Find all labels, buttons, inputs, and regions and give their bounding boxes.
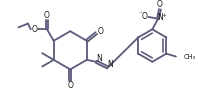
Text: N: N: [157, 13, 163, 22]
Text: +: +: [161, 12, 166, 18]
Text: O: O: [97, 27, 103, 36]
Text: O: O: [32, 25, 38, 34]
Text: O: O: [44, 10, 50, 20]
Text: O: O: [67, 81, 73, 90]
Text: ⁻: ⁻: [139, 11, 143, 17]
Text: O: O: [142, 12, 148, 21]
Text: N: N: [96, 54, 102, 63]
Text: N: N: [108, 60, 113, 69]
Text: O: O: [157, 0, 163, 9]
Text: CH₃: CH₃: [184, 54, 196, 59]
